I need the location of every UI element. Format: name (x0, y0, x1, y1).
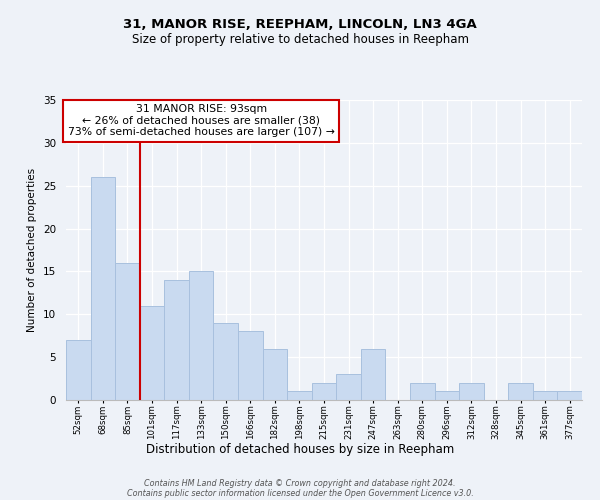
Bar (361, 348, 385, 400)
Y-axis label: Number of detached properties: Number of detached properties (28, 168, 37, 332)
Bar (287, 392, 312, 400)
Bar (140, 306, 164, 400)
Bar (263, 348, 287, 400)
Text: 31 MANOR RISE: 93sqm
← 26% of detached houses are smaller (38)
73% of semi-detac: 31 MANOR RISE: 93sqm ← 26% of detached h… (68, 104, 335, 138)
Text: Size of property relative to detached houses in Reepham: Size of property relative to detached ho… (131, 32, 469, 46)
Bar (434, 392, 459, 400)
Text: Contains public sector information licensed under the Open Government Licence v3: Contains public sector information licen… (127, 488, 473, 498)
Bar (164, 280, 189, 400)
Bar (459, 383, 484, 400)
Text: Contains HM Land Registry data © Crown copyright and database right 2024.: Contains HM Land Registry data © Crown c… (144, 478, 456, 488)
Bar (115, 263, 140, 400)
Bar (189, 272, 214, 400)
Bar (238, 332, 263, 400)
Bar (91, 177, 115, 400)
Bar (533, 392, 557, 400)
Bar (66, 340, 91, 400)
Text: Distribution of detached houses by size in Reepham: Distribution of detached houses by size … (146, 442, 454, 456)
Text: 31, MANOR RISE, REEPHAM, LINCOLN, LN3 4GA: 31, MANOR RISE, REEPHAM, LINCOLN, LN3 4G… (123, 18, 477, 30)
Bar (410, 383, 434, 400)
Bar (336, 374, 361, 400)
Bar (312, 383, 336, 400)
Bar (214, 323, 238, 400)
Bar (557, 392, 582, 400)
Bar (508, 383, 533, 400)
